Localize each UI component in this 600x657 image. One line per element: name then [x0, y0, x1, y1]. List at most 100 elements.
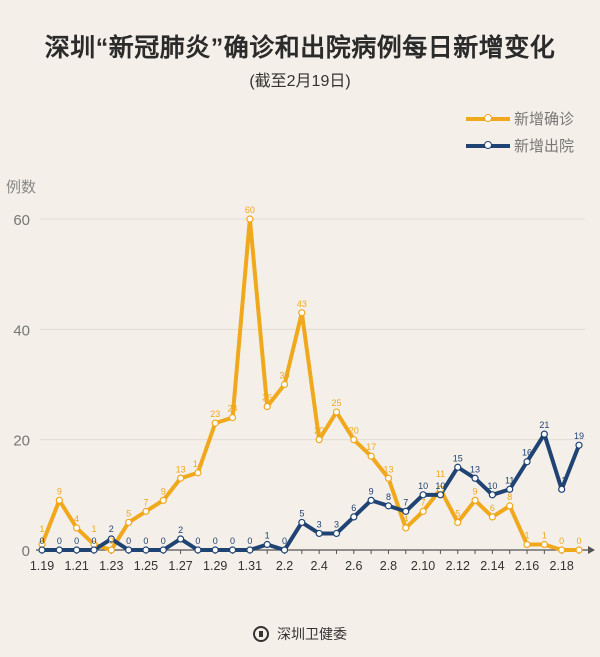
x-axis-arrow-icon — [588, 546, 595, 554]
x-tick-label: 2.14 — [480, 559, 504, 573]
data-point-discharged — [90, 546, 98, 554]
data-label-confirmed: 9 — [57, 486, 62, 496]
data-label-confirmed: 1 — [91, 524, 96, 534]
data-label-discharged: 10 — [418, 481, 428, 491]
data-label-confirmed: 23 — [210, 409, 220, 419]
data-point-confirmed — [540, 540, 548, 549]
legend-swatch-discharged — [466, 140, 510, 149]
data-label-discharged: 5 — [299, 508, 304, 518]
data-point-confirmed — [73, 524, 81, 532]
data-label-discharged: 3 — [334, 519, 339, 529]
data-label-discharged: 0 — [39, 536, 44, 546]
data-label-confirmed: 7 — [143, 497, 148, 507]
data-point-discharged — [280, 546, 289, 554]
data-point-confirmed — [211, 419, 219, 427]
data-point-discharged — [506, 485, 514, 493]
footer-logo-text: 深圳卫健委 — [277, 626, 347, 642]
data-label-confirmed: 1 — [525, 530, 530, 540]
data-point-confirmed — [246, 215, 254, 223]
x-tick-label: 2.8 — [380, 559, 397, 573]
data-label-confirmed: 60 — [245, 205, 255, 215]
x-tick-label: 1.23 — [99, 559, 123, 573]
y-tick-label: 20 — [13, 433, 30, 450]
x-tick-label: 2.16 — [515, 559, 539, 573]
data-label-confirmed: 5 — [455, 508, 460, 518]
data-label-confirmed: 26 — [262, 393, 272, 403]
data-point-confirmed — [228, 414, 237, 422]
chart-title: 深圳“新冠肺炎”确诊和出院病例每日新增变化 — [44, 34, 556, 62]
footer: 深圳卫健委 — [0, 624, 600, 644]
data-label-discharged: 7 — [403, 497, 408, 507]
data-point-discharged — [211, 546, 219, 554]
x-tick-label: 1.21 — [64, 559, 88, 573]
data-label-confirmed: 25 — [331, 398, 341, 408]
x-tick-label: 2.4 — [310, 559, 327, 573]
data-label-discharged: 0 — [161, 536, 166, 546]
data-label-confirmed: 17 — [366, 442, 376, 452]
data-label-discharged: 0 — [126, 536, 131, 546]
chart-subtitle: (截至2月19日) — [249, 73, 351, 90]
data-point-confirmed — [332, 408, 341, 416]
data-label-confirmed: 9 — [161, 486, 166, 496]
data-label-discharged: 6 — [351, 503, 356, 513]
data-label-discharged: 0 — [143, 536, 148, 546]
data-label-confirmed: 0 — [559, 536, 564, 546]
x-tick-label: 2.6 — [345, 559, 362, 573]
data-label-discharged: 10 — [487, 481, 497, 491]
x-tick-label: 1.19 — [30, 559, 54, 573]
y-axis-label: 例数 — [6, 179, 37, 196]
data-label-discharged: 1 — [265, 530, 270, 540]
x-tick-label: 2.18 — [550, 559, 574, 573]
data-point-discharged — [263, 540, 271, 549]
data-point-discharged — [558, 485, 566, 493]
series-line-confirmed — [40, 217, 579, 552]
data-point-confirmed — [575, 546, 583, 554]
data-point-discharged — [332, 529, 341, 538]
legend-swatch-confirmed — [466, 113, 510, 122]
data-label-confirmed: 43 — [297, 299, 307, 309]
data-point-confirmed — [488, 513, 496, 521]
data-point-confirmed — [142, 507, 150, 515]
data-label-confirmed: 13 — [176, 464, 186, 474]
data-point-discharged — [367, 496, 375, 504]
data-point-discharged — [176, 535, 185, 543]
data-label-confirmed: 8 — [507, 492, 512, 502]
data-label-discharged: 0 — [230, 536, 235, 546]
data-point-discharged — [523, 458, 531, 466]
data-label-confirmed: 6 — [490, 503, 495, 513]
legend-item-confirmed: 新增确诊 — [466, 108, 574, 129]
data-point-confirmed — [384, 474, 393, 482]
data-label-confirmed: 24 — [228, 404, 238, 414]
data-label-discharged: 0 — [282, 536, 287, 546]
data-point-discharged — [350, 513, 358, 521]
data-label-confirmed: 0 — [576, 536, 581, 546]
x-tick-label: 2.12 — [446, 559, 470, 573]
data-label-discharged: 0 — [213, 536, 218, 546]
data-label-confirmed: 20 — [314, 426, 324, 436]
data-label-confirmed: 0 — [109, 536, 114, 546]
y-tick-label: 60 — [13, 212, 30, 229]
data-point-discharged — [488, 491, 496, 499]
data-label-discharged: 0 — [57, 536, 62, 546]
data-point-confirmed — [176, 474, 185, 482]
health-commission-logo-icon — [253, 626, 269, 642]
data-point-discharged — [125, 546, 133, 554]
data-point-discharged — [315, 529, 323, 538]
y-tick-label: 0 — [22, 543, 30, 560]
x-tick-label: 1.25 — [134, 559, 158, 573]
data-label-confirmed: 5 — [126, 508, 131, 518]
data-label-discharged: 0 — [74, 536, 79, 546]
data-label-discharged: 13 — [470, 464, 480, 474]
x-tick-label: 2.2 — [276, 559, 293, 573]
legend-label-confirmed: 新增确诊 — [514, 111, 575, 128]
data-point-confirmed — [454, 518, 462, 527]
data-label-confirmed: 14 — [193, 459, 203, 469]
data-label-discharged: 3 — [317, 519, 322, 529]
data-label-confirmed: 13 — [383, 464, 393, 474]
data-point-confirmed — [298, 309, 306, 317]
data-label-discharged: 10 — [435, 481, 445, 491]
data-point-confirmed — [402, 524, 410, 532]
data-label-confirmed: 4 — [74, 514, 79, 524]
data-label-confirmed: 7 — [421, 497, 426, 507]
